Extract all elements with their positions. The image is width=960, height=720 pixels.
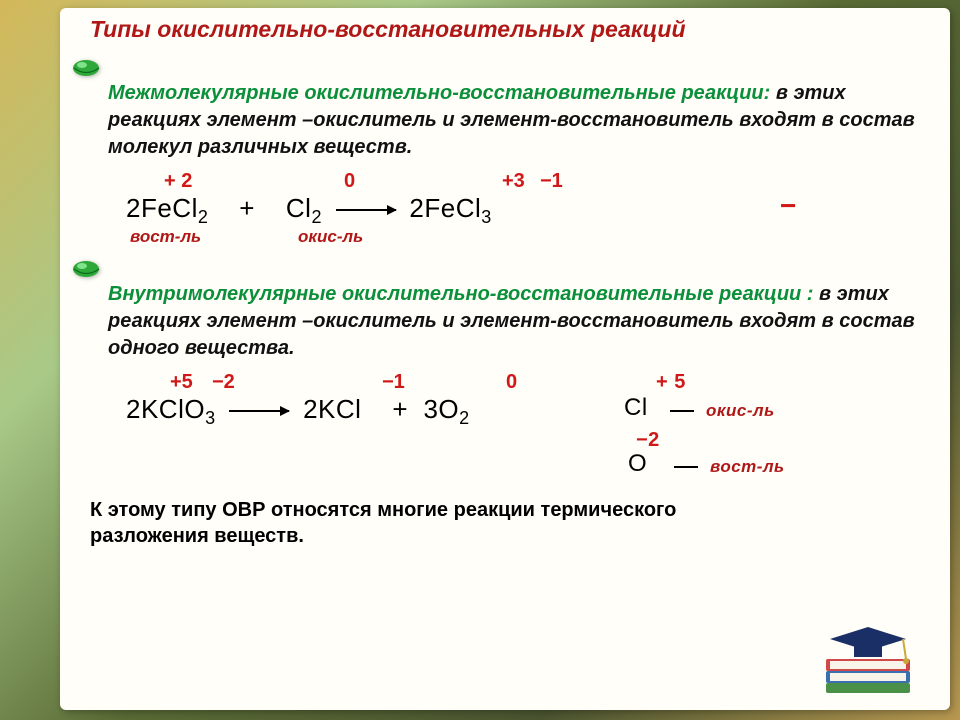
section1-text: Межмолекулярные окислительно-восстановит… [90, 80, 930, 161]
eq1-plus: + [239, 193, 255, 223]
dash-icon [674, 466, 698, 468]
bullet-icon [72, 258, 102, 285]
eq2-ox-d: 0 [506, 372, 517, 392]
eq1-t2: Cl [286, 193, 312, 223]
eq1-t3: 2FeCl [409, 193, 481, 223]
eq1-ox-b: 0 [344, 171, 355, 191]
eq2-ox-c: −1 [382, 372, 405, 392]
eq1-role-row: вост-ль окис-ль [126, 228, 930, 248]
section2-heading: Внутримолекулярные окислительно-восстано… [108, 283, 813, 305]
eq2-ox-a: +5 [170, 372, 193, 392]
equation-2: +5 −2 −1 0 2KClO3 2KCl + 3O2 + 5 Cl окис… [126, 372, 930, 427]
bullet-icon [72, 57, 102, 84]
section1-heading: Межмолекулярные окислительно-восстановит… [108, 82, 770, 104]
stray-minus: − [780, 190, 796, 222]
section2-text: Внутримолекулярные окислительно-восстано… [90, 281, 930, 362]
eq2-plus: + [392, 394, 408, 424]
equation-1: + 2 0 +3 −1 2FeCl2 + Cl2 2FeCl3 вост-ль … [126, 171, 930, 248]
eq2-t1: 2KClO [126, 394, 205, 424]
eq1-s3: 3 [481, 207, 492, 227]
eq2-s3: 2 [459, 408, 470, 428]
eq1-s2: 2 [311, 207, 322, 227]
dash-icon [670, 410, 694, 412]
eq2-ox-e: + 5 [656, 372, 686, 392]
eq1-formula: 2FeCl2 + Cl2 2FeCl3 [126, 195, 930, 226]
eq2-t2: 2KCl [303, 394, 361, 424]
section-intramolecular: Внутримолекулярные окислительно-восстано… [90, 254, 930, 362]
eq1-role-reducer: вост-ль [130, 228, 201, 245]
reaction-arrow-icon [336, 209, 396, 211]
slide-card: Типы окислительно-восстановительных реак… [60, 8, 950, 710]
section-intermolecular: Межмолекулярные окислительно-восстановит… [90, 53, 930, 161]
eq2-side-role-red: вост-ль [710, 458, 785, 475]
eq1-s1: 2 [198, 207, 209, 227]
eq1-oxidation-row: + 2 0 +3 −1 [126, 171, 930, 193]
eq1-role-oxidizer: окис-ль [298, 228, 363, 245]
eq2-t3: 3O [423, 394, 459, 424]
eq2-oxidation-row: +5 −2 −1 0 [126, 372, 930, 394]
footer-note: К этому типу ОВР относятся многие реакци… [90, 497, 730, 549]
eq2-ox-b: −2 [212, 372, 235, 392]
books-cap-icon [818, 597, 938, 702]
eq2-ox-f: −2 [636, 430, 660, 450]
eq1-ox-d: −1 [540, 171, 563, 191]
eq2-side-cl: Cl [624, 396, 648, 420]
eq2-s1: 3 [205, 408, 216, 428]
slide-title: Типы окислительно-восстановительных реак… [90, 16, 930, 43]
eq1-ox-c: +3 [502, 171, 525, 191]
reaction-arrow-icon [229, 410, 289, 412]
eq2-side-o: O [628, 452, 647, 476]
eq2-formula: 2KClO3 2KCl + 3O2 + 5 Cl окис-ль −2 O во… [126, 396, 930, 427]
eq1-t1: 2FeCl [126, 193, 198, 223]
eq1-ox-a: + 2 [164, 171, 192, 191]
eq2-side-role-ox: окис-ль [706, 402, 775, 419]
